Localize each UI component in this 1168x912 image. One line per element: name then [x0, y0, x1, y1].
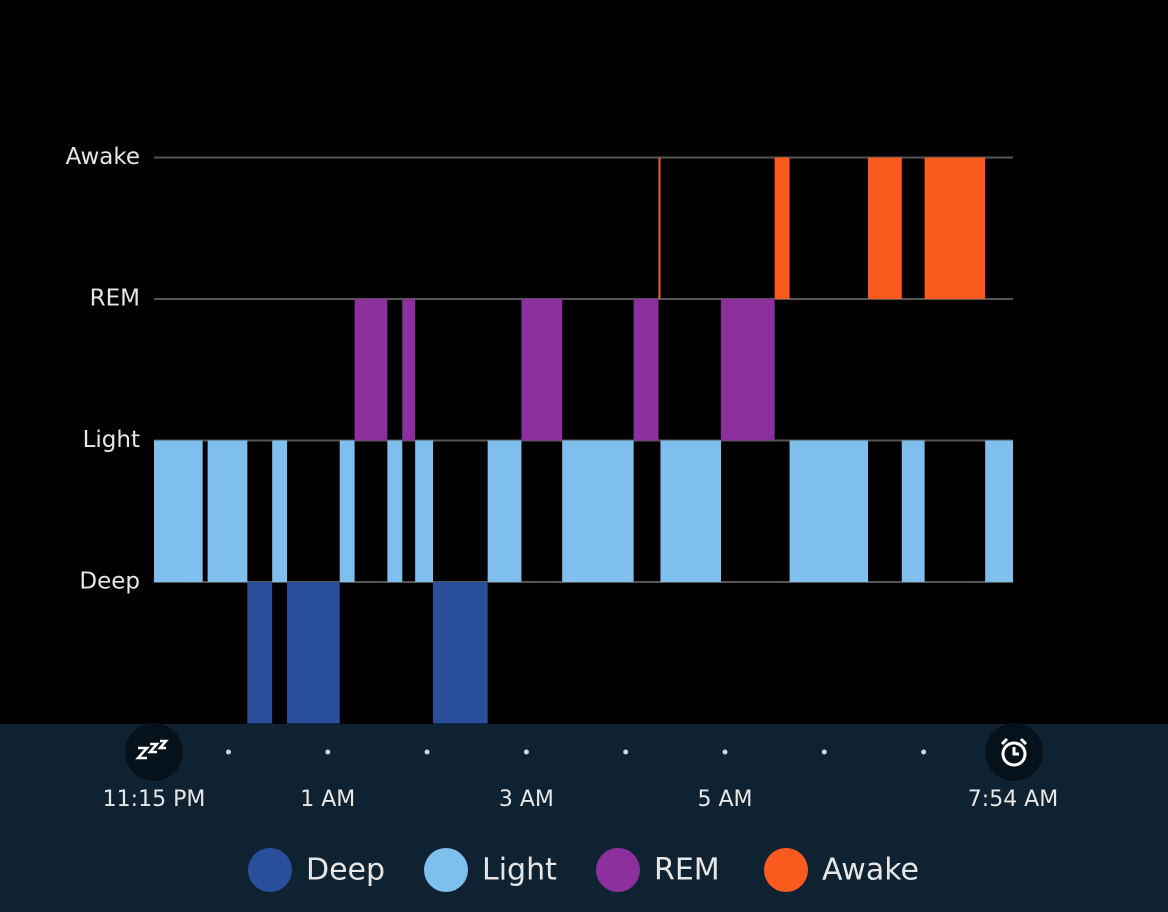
minor-tick [424, 749, 430, 755]
legend-swatch [248, 848, 292, 892]
icons [125, 723, 1043, 781]
stage-segment [985, 440, 1013, 582]
stage-segment [287, 582, 340, 724]
stage-segment [354, 299, 388, 441]
y-axis-label: Deep [79, 569, 140, 595]
legend-swatch [596, 848, 640, 892]
minor-tick [523, 749, 529, 755]
stage-segment [402, 299, 416, 441]
stage-segment [487, 440, 522, 582]
legend-label: Awake [822, 853, 919, 888]
stage-segment [562, 440, 634, 582]
stage-segment [339, 440, 355, 582]
y-axis-label: Light [83, 427, 140, 453]
y-axis-label: REM [90, 286, 140, 312]
stage-segment [660, 440, 722, 582]
minor-tick [722, 749, 728, 755]
x-tick-label: 5 AM [697, 787, 752, 812]
stage-segment [387, 440, 403, 582]
stage-segment [207, 440, 248, 582]
stage-segment [721, 299, 775, 441]
stage-segment [415, 440, 434, 582]
stage-segment [433, 582, 488, 724]
stage-segment [633, 299, 659, 441]
stage-segment [272, 440, 288, 582]
stage-segment [901, 440, 925, 582]
alarm-icon-glyph [1000, 737, 1028, 756]
stage-segment [154, 440, 203, 582]
stage-segment [789, 440, 869, 582]
minor-tick [225, 749, 231, 755]
x-tick-label: 3 AM [499, 787, 554, 812]
legend-swatch [424, 848, 468, 892]
x-tick-label: 1 AM [300, 787, 355, 812]
alarm-icon-glyph [1001, 741, 1027, 767]
stage-segment [658, 157, 661, 299]
legend-label: Deep [306, 853, 385, 888]
legend-swatch [764, 848, 808, 892]
stage-segment [521, 299, 563, 441]
legend-label: Light [482, 853, 557, 888]
stage-segment [247, 582, 273, 724]
stage-segment [924, 157, 986, 299]
x-tick-label: 11:15 PM [103, 787, 206, 812]
minor-tick [921, 749, 927, 755]
stage-segment [868, 157, 902, 299]
minor-tick [821, 749, 827, 755]
y-axis-label: Awake [66, 144, 140, 170]
sleep-icon-glyph [135, 739, 169, 760]
stage-segment [774, 157, 790, 299]
x-tick-label: 7:54 AM [968, 787, 1058, 812]
minor-tick [623, 749, 629, 755]
footer-panel [0, 724, 1168, 912]
minor-tick [325, 749, 331, 755]
legend-label: REM [654, 853, 720, 888]
